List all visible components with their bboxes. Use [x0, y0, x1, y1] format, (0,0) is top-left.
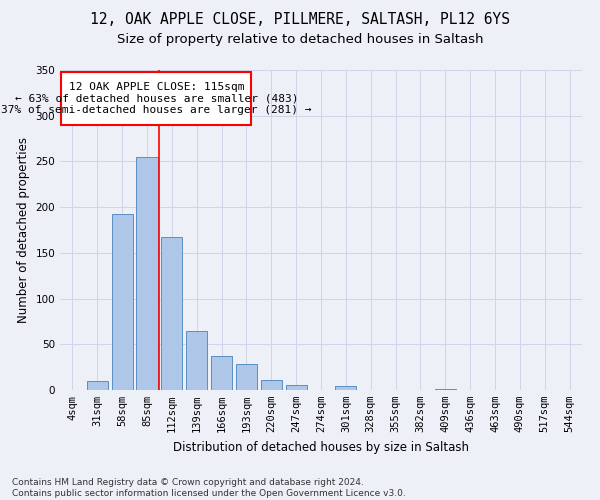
- Bar: [286, 384, 307, 390]
- Bar: [186, 330, 207, 390]
- X-axis label: Distribution of detached houses by size in Saltash: Distribution of detached houses by size …: [173, 440, 469, 454]
- Bar: [87, 381, 108, 390]
- Text: 12, OAK APPLE CLOSE, PILLMERE, SALTASH, PL12 6YS: 12, OAK APPLE CLOSE, PILLMERE, SALTASH, …: [90, 12, 510, 28]
- Bar: [161, 238, 182, 390]
- Bar: [335, 386, 356, 390]
- Bar: [211, 356, 232, 390]
- Text: Size of property relative to detached houses in Saltash: Size of property relative to detached ho…: [117, 32, 483, 46]
- Bar: [112, 214, 133, 390]
- Bar: [136, 157, 158, 390]
- Text: Contains HM Land Registry data © Crown copyright and database right 2024.
Contai: Contains HM Land Registry data © Crown c…: [12, 478, 406, 498]
- Bar: [435, 389, 456, 390]
- Text: 12 OAK APPLE CLOSE: 115sqm
← 63% of detached houses are smaller (483)
37% of sem: 12 OAK APPLE CLOSE: 115sqm ← 63% of deta…: [1, 82, 311, 115]
- Bar: [261, 380, 282, 390]
- FancyBboxPatch shape: [61, 72, 251, 125]
- Bar: [236, 364, 257, 390]
- Y-axis label: Number of detached properties: Number of detached properties: [17, 137, 30, 323]
